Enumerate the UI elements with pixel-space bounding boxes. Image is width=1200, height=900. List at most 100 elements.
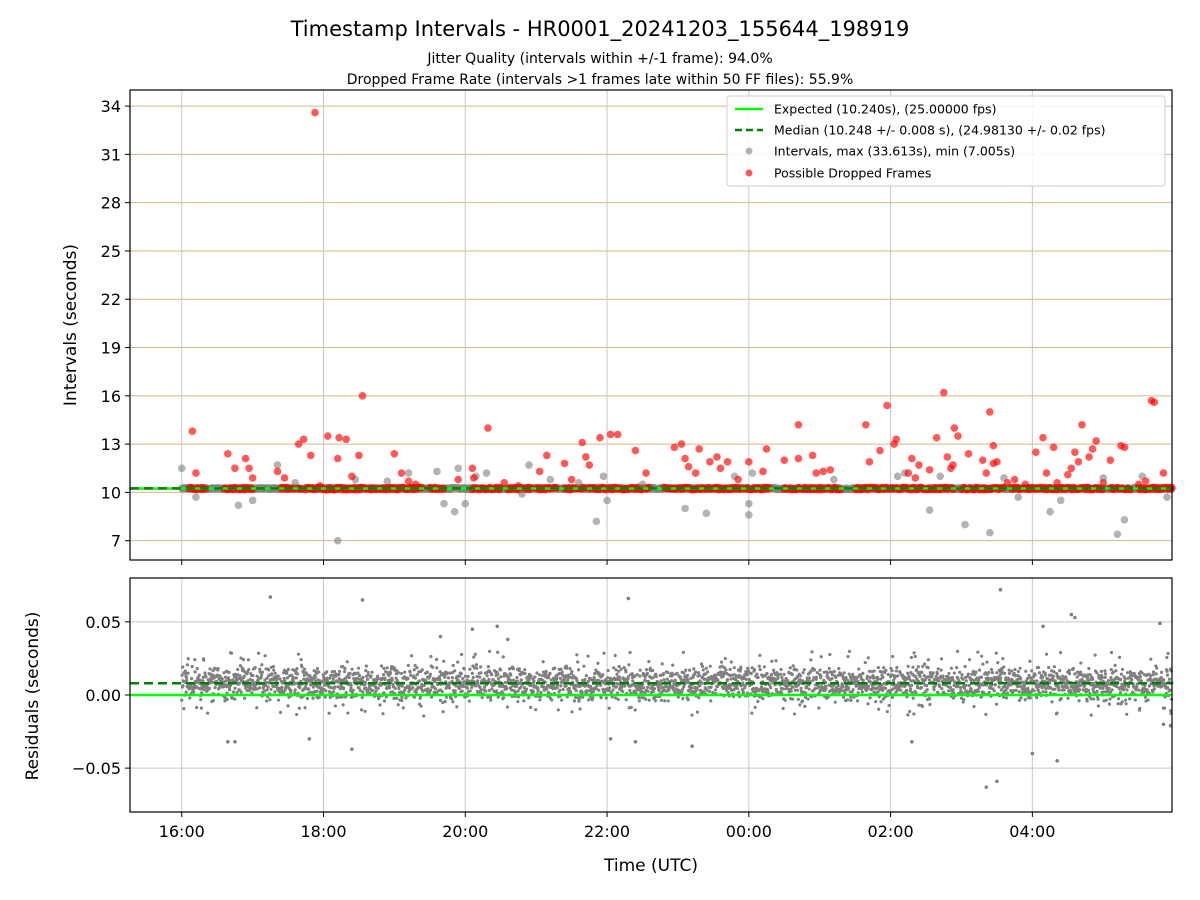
residual-point: [498, 668, 503, 672]
residual-point: [343, 666, 347, 671]
residual-point: [193, 670, 197, 674]
residual-point: [576, 668, 581, 672]
residual-point: [832, 669, 836, 674]
residual-point: [303, 667, 307, 671]
residual-point: [455, 705, 459, 709]
residual-point: [259, 673, 264, 677]
dropped-point: [1010, 475, 1019, 484]
dropped-point: [468, 464, 477, 473]
residual-point: [962, 686, 967, 690]
residual-point: [297, 706, 301, 710]
residual-point: [800, 699, 805, 703]
residual-point: [515, 684, 519, 688]
residual-point: [539, 690, 543, 695]
residual-point: [580, 690, 584, 695]
residual-point: [536, 686, 540, 690]
residual-point: [524, 687, 529, 691]
residual-point: [795, 688, 800, 692]
dropped-point: [454, 475, 462, 484]
dropped-point: [780, 456, 789, 465]
residual-point: [861, 678, 865, 683]
residual-point: [842, 671, 846, 675]
residual-point: [195, 667, 199, 671]
residual-point: [559, 684, 563, 688]
dropped-point: [631, 446, 640, 455]
residual-point: [613, 696, 618, 700]
residual-point: [247, 668, 251, 672]
residual-point: [396, 703, 400, 707]
residual-point: [192, 690, 196, 694]
residual-point: [798, 703, 802, 707]
residual-point: [433, 687, 437, 691]
residual-point: [702, 690, 706, 694]
residual-point: [972, 704, 976, 709]
residual-point: [752, 667, 757, 672]
residual-point: [451, 700, 455, 704]
residual-point: [519, 678, 524, 682]
residual-point: [666, 670, 670, 675]
interval-point: [525, 461, 533, 469]
residual-point: [191, 688, 195, 692]
residual-point: [575, 653, 579, 657]
dropped-point: [706, 458, 714, 466]
residual-point: [947, 671, 951, 676]
residual-point: [200, 691, 204, 695]
residual-point: [199, 706, 203, 710]
residual-point: [812, 668, 816, 672]
residual-point: [242, 696, 247, 700]
residual-point: [338, 677, 342, 682]
dropped-point: [1150, 398, 1159, 407]
residual-point: [231, 690, 236, 694]
residual-point: [918, 674, 922, 678]
residual-point: [181, 665, 185, 669]
dropped-point: [819, 467, 828, 476]
residual-point: [1007, 671, 1011, 675]
residual-point: [646, 689, 650, 693]
residual-point: [907, 674, 911, 678]
residual-point: [863, 660, 867, 665]
residual-point: [360, 695, 364, 700]
interval-point: [638, 480, 647, 489]
residual-point: [908, 687, 913, 691]
residual-point: [325, 670, 329, 674]
dropped-point: [932, 433, 941, 442]
residual-point: [652, 687, 657, 691]
residual-point: [612, 666, 616, 670]
residual-point: [757, 664, 761, 668]
residual-point: [931, 671, 935, 675]
residual-point: [499, 675, 503, 679]
residual-point: [403, 670, 407, 674]
residual-point: [541, 660, 545, 664]
residual-point: [468, 689, 472, 693]
dropped-point: [390, 449, 399, 458]
dropped-point: [581, 453, 590, 461]
residual-point: [374, 689, 378, 693]
residual-point: [935, 672, 939, 676]
dropped-point: [248, 474, 257, 482]
residual-point: [349, 683, 353, 687]
residual-point: [537, 673, 542, 677]
residual-point: [199, 698, 203, 702]
residual-point: [519, 685, 523, 689]
dropped-point: [1021, 480, 1030, 489]
interval-point: [702, 509, 711, 518]
residual-point: [866, 656, 870, 660]
dropped-point: [404, 477, 413, 485]
residual-point: [180, 698, 184, 702]
residual-point: [698, 684, 702, 688]
residual-point: [264, 699, 269, 703]
residual-point: [315, 689, 319, 693]
residual-point: [272, 668, 276, 672]
residual-point: [364, 664, 368, 668]
dropped-point: [762, 445, 771, 453]
residual-point: [955, 665, 959, 670]
residual-point: [979, 675, 984, 679]
residual-point: [905, 671, 910, 675]
residual-point: [792, 712, 797, 716]
residual-point: [836, 684, 840, 688]
residual-point: [1004, 696, 1009, 700]
residual-point: [958, 686, 963, 690]
residual-point: [461, 676, 465, 681]
residual-point: [596, 661, 600, 665]
residual-point: [1013, 667, 1017, 672]
